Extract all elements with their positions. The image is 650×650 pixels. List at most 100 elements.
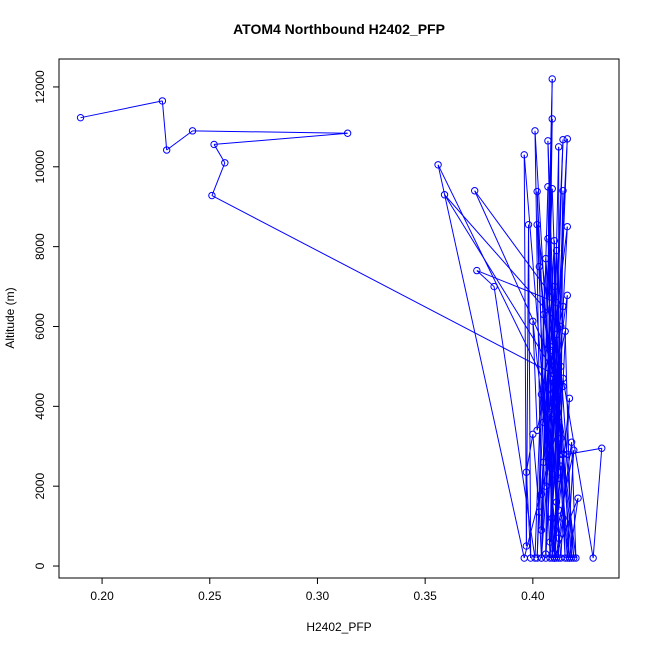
data-point <box>559 302 567 311</box>
data-point <box>559 450 567 458</box>
data-point <box>533 220 541 229</box>
series-line-segment <box>566 450 575 559</box>
data-point <box>473 266 481 275</box>
x-axis-label: H2402_PFP <box>306 620 371 634</box>
data-point <box>539 418 548 426</box>
data-point <box>470 187 479 195</box>
series-line-segment <box>214 132 348 145</box>
chart-title: ATOM4 Northbound H2402_PFP <box>233 21 445 37</box>
series-line-segment <box>536 306 564 431</box>
data-point <box>548 550 556 558</box>
x-tick-label: 0.25 <box>198 589 222 603</box>
series-line-segment <box>532 434 540 513</box>
data-point <box>550 554 559 562</box>
data-point <box>537 526 546 534</box>
data-point <box>533 187 541 196</box>
data-point <box>550 370 559 379</box>
data-point <box>529 317 537 325</box>
series-line-segment <box>538 266 570 559</box>
series-line-segment <box>437 164 525 559</box>
series-line-segment <box>211 162 226 196</box>
data-point <box>559 135 567 144</box>
data-point <box>522 468 531 476</box>
data-point <box>552 554 561 562</box>
data-point <box>533 426 541 434</box>
series-line-segment <box>562 454 577 559</box>
data-point <box>542 254 550 263</box>
data-point <box>548 514 556 522</box>
data-point <box>550 236 559 245</box>
data-point <box>158 97 167 105</box>
series-line-segment <box>553 382 575 559</box>
x-tick-label: 0.30 <box>306 589 330 603</box>
series-line-segment <box>444 194 564 387</box>
data-point <box>570 446 578 454</box>
data-point <box>535 262 544 271</box>
data-point <box>210 140 218 149</box>
x-tick-label: 0.40 <box>521 589 545 603</box>
data-point <box>546 410 554 419</box>
series-line-segment <box>540 394 553 475</box>
series-line-segment <box>523 154 527 547</box>
data-point <box>563 291 572 300</box>
series-line-segment <box>568 498 579 559</box>
y-tick-label: 12000 <box>33 70 47 104</box>
y-tick-label: 6000 <box>33 313 47 340</box>
data-point <box>520 554 528 562</box>
data-point <box>552 298 561 307</box>
data-point <box>554 418 563 426</box>
series-line-segment <box>476 270 495 287</box>
data-point <box>565 394 574 403</box>
series-line-segment <box>525 434 534 473</box>
data-point <box>542 482 550 490</box>
series-line-segment <box>592 448 603 559</box>
data-point <box>76 113 85 122</box>
series-line-segment <box>444 194 562 327</box>
data-point <box>554 554 563 562</box>
series-line-segment <box>523 422 560 559</box>
series-line-segment <box>551 422 560 475</box>
series-line-segment <box>528 224 532 559</box>
data-point <box>552 246 561 255</box>
series-line-segment <box>545 366 562 487</box>
data-point <box>490 282 498 291</box>
data-point <box>537 390 546 399</box>
data-point <box>557 434 565 442</box>
data-point <box>531 127 539 135</box>
data-point <box>529 430 537 438</box>
series-line-segment <box>211 195 555 375</box>
x-tick-label: 0.35 <box>413 589 437 603</box>
data-point <box>554 506 563 514</box>
series-line-segment <box>538 512 542 559</box>
data-point <box>598 444 606 452</box>
series-line-segment <box>474 190 564 387</box>
x-tick-label: 0.20 <box>90 589 114 603</box>
series-line-segment <box>571 442 577 559</box>
data-point <box>520 151 528 159</box>
series-line-segment <box>525 224 530 547</box>
data-point <box>544 234 552 243</box>
series-line-segment <box>476 270 557 303</box>
series-line-segment <box>474 190 557 303</box>
data-point <box>552 330 561 339</box>
data-point <box>559 382 567 391</box>
y-tick-label: 8000 <box>33 233 47 260</box>
data-point <box>539 310 548 319</box>
data-point <box>557 362 565 371</box>
data-point <box>574 494 582 502</box>
data-point <box>546 342 554 351</box>
data-point <box>537 490 546 498</box>
data-point <box>546 402 554 411</box>
data-point <box>531 554 539 562</box>
y-tick-label: 4000 <box>33 393 47 420</box>
data-point <box>539 458 548 466</box>
data-point <box>559 374 567 383</box>
data-point <box>589 554 597 562</box>
data-point <box>550 398 559 407</box>
data-point <box>548 115 556 123</box>
x-axis: 0.20 0.25 0.30 0.35 0.40 <box>90 578 545 603</box>
data-point <box>343 129 352 137</box>
data-point <box>567 438 576 446</box>
series-line-segment <box>553 382 560 511</box>
